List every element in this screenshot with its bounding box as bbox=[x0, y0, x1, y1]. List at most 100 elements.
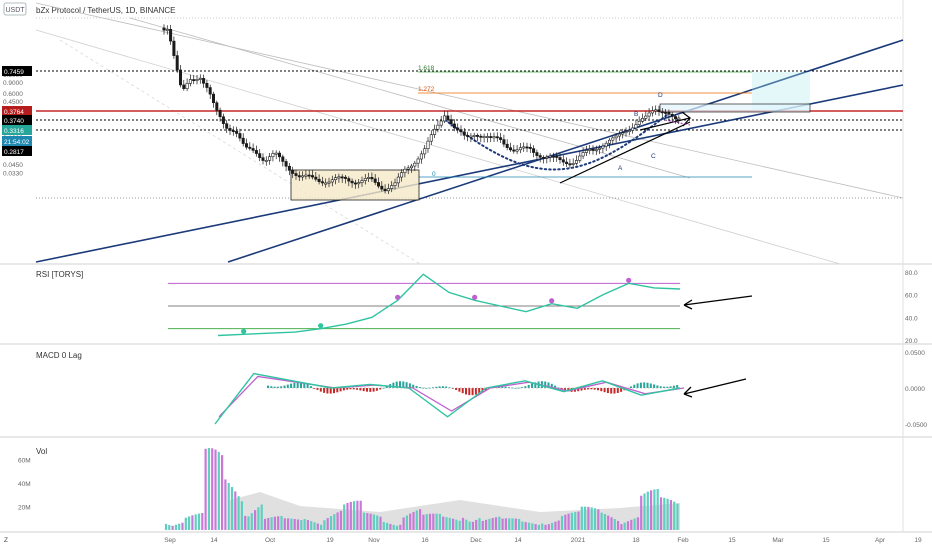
projection-box bbox=[659, 103, 811, 113]
candle-body bbox=[277, 152, 281, 158]
candlesticks bbox=[162, 24, 681, 194]
price-badge-label: 0.3764 bbox=[4, 109, 24, 116]
volume-bar bbox=[293, 518, 296, 530]
volume-bar bbox=[402, 517, 405, 530]
volume-bar bbox=[230, 486, 234, 530]
volume-bar bbox=[287, 518, 290, 530]
price-tick-label: 0.6000 bbox=[3, 91, 23, 98]
candle-body bbox=[545, 156, 549, 159]
candle-body bbox=[667, 111, 671, 115]
rsi-pivot-dot bbox=[626, 277, 632, 283]
volume-bar bbox=[630, 519, 633, 530]
rsi-tick-label: 60.0 bbox=[905, 293, 918, 300]
pattern-label: C bbox=[651, 153, 656, 160]
volume-bar bbox=[514, 518, 517, 530]
candle-body bbox=[254, 150, 258, 154]
candle-body bbox=[495, 136, 499, 139]
volume-bar bbox=[323, 520, 326, 530]
macd-histogram-bar bbox=[600, 388, 603, 392]
rsi-title: RSI [TORYS] bbox=[36, 270, 83, 279]
rsi-arrow bbox=[683, 295, 753, 310]
candle-body bbox=[301, 175, 305, 178]
volume-bar bbox=[178, 523, 181, 530]
volume-bar bbox=[267, 517, 270, 530]
macd-histogram-bar bbox=[375, 388, 378, 391]
volume-bar bbox=[395, 525, 399, 530]
candle-body bbox=[611, 137, 615, 141]
volume-bar bbox=[326, 518, 329, 530]
volume-bar bbox=[593, 508, 597, 530]
rsi-pivot-dot bbox=[395, 294, 401, 300]
volume-bar bbox=[399, 524, 402, 530]
candle-body bbox=[363, 178, 367, 181]
candle-body bbox=[212, 93, 216, 104]
macd-histogram-bar bbox=[319, 388, 322, 392]
macd-histogram-bar bbox=[329, 388, 332, 394]
candle-body bbox=[660, 111, 664, 114]
volume-bar bbox=[244, 515, 247, 530]
candle-body bbox=[452, 123, 456, 129]
volume-bar bbox=[524, 522, 527, 530]
trendline-grey bbox=[129, 17, 691, 179]
volume-bar bbox=[346, 502, 349, 530]
macd-histogram-bar bbox=[303, 383, 306, 388]
time-tick-label: Sep bbox=[164, 537, 176, 544]
candle-body bbox=[264, 159, 268, 162]
price-drawings[interactable]: 1.618 1.272 0 D B A C bbox=[35, 39, 904, 263]
macd-histogram-bar bbox=[669, 386, 672, 388]
volume-bar bbox=[653, 489, 656, 530]
candle-body bbox=[446, 115, 450, 120]
channel-line-lower bbox=[35, 84, 904, 263]
volume-bar bbox=[164, 523, 168, 530]
candle-body bbox=[426, 140, 430, 149]
macd-histogram-bar bbox=[653, 384, 656, 388]
macd-histogram-bar bbox=[342, 388, 345, 391]
macd-histogram-bar bbox=[339, 388, 342, 392]
volume-bar bbox=[475, 519, 478, 530]
candle-body bbox=[673, 116, 677, 120]
candle-body bbox=[528, 146, 532, 149]
cup-pattern bbox=[444, 114, 668, 171]
rsi-pivot-dot bbox=[318, 323, 324, 329]
volume-bar bbox=[221, 455, 224, 530]
candle-body bbox=[598, 147, 602, 150]
macd-histogram-bar bbox=[313, 388, 316, 389]
volume-bar bbox=[488, 518, 491, 530]
macd-histogram-bar bbox=[405, 382, 408, 388]
macd-histogram-bar bbox=[408, 383, 411, 388]
macd-histogram-bar bbox=[613, 388, 616, 394]
candle-body bbox=[367, 177, 371, 179]
volume-bar bbox=[211, 448, 214, 530]
macd-histogram-bar bbox=[267, 385, 269, 388]
volume-bar bbox=[260, 504, 263, 530]
volume-bar bbox=[310, 521, 313, 530]
volume-bar bbox=[544, 524, 547, 530]
macd-histogram-bar bbox=[458, 388, 461, 392]
volume-bar bbox=[610, 517, 613, 530]
volume-bar bbox=[270, 517, 273, 530]
time-tick-label: 19 bbox=[914, 537, 922, 544]
volume-bar bbox=[666, 498, 669, 530]
volume-bar bbox=[392, 524, 395, 530]
arrow-line bbox=[559, 121, 691, 184]
candle-body bbox=[320, 181, 324, 184]
volume-bar bbox=[567, 513, 570, 530]
time-tick-label: Apr bbox=[875, 537, 886, 544]
candle-body bbox=[198, 78, 202, 80]
candle-body bbox=[182, 84, 186, 89]
candle-body bbox=[241, 137, 245, 144]
candle-body bbox=[670, 114, 674, 117]
price-badge bbox=[2, 125, 32, 135]
macd-histogram-bar bbox=[597, 388, 599, 391]
candle-body bbox=[185, 83, 189, 89]
candle-body bbox=[169, 29, 173, 42]
pattern-label: B bbox=[634, 111, 638, 118]
candle-body bbox=[485, 136, 489, 138]
volume-bar bbox=[534, 524, 537, 530]
volume-bar bbox=[419, 509, 422, 530]
candle-body bbox=[588, 148, 592, 151]
rsi-tick-label: 20.0 bbox=[905, 338, 918, 345]
candle-body bbox=[307, 174, 311, 177]
candle-body bbox=[479, 135, 483, 138]
